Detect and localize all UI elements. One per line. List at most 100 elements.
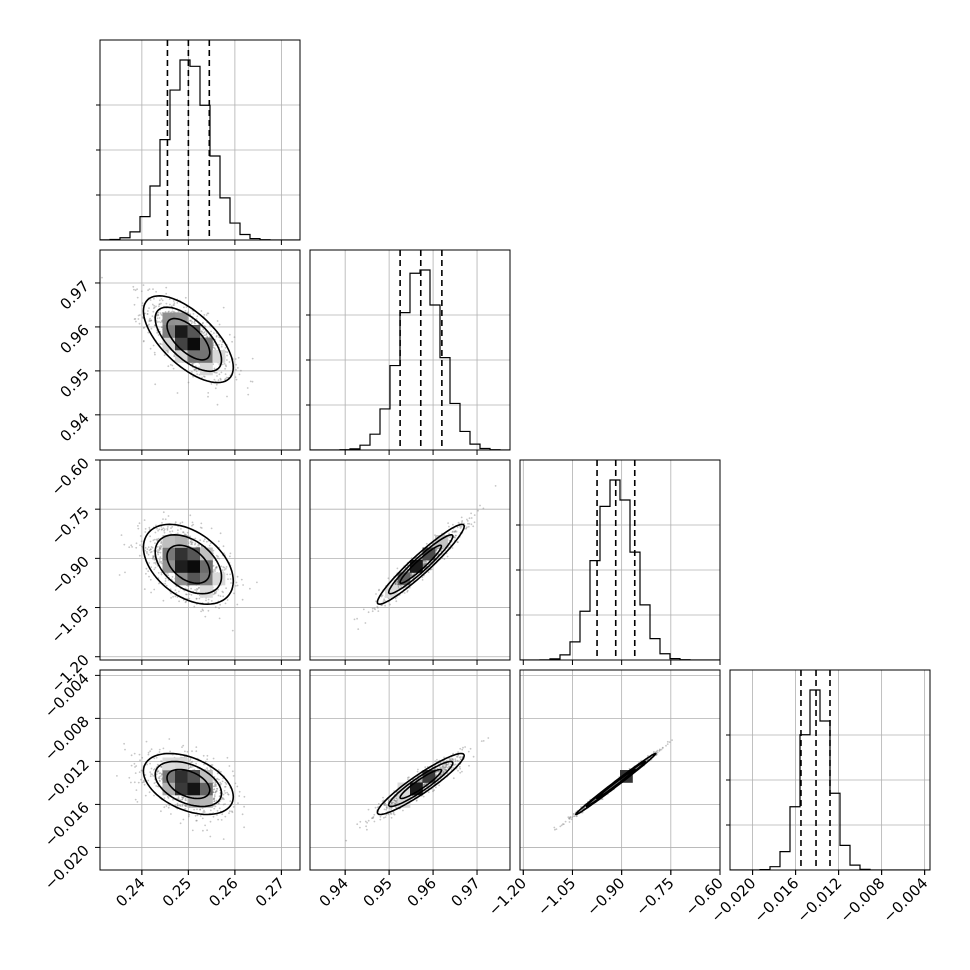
sample-point <box>421 558 423 561</box>
sample-point <box>189 320 192 322</box>
sample-point <box>422 563 425 565</box>
sample-point <box>214 783 216 786</box>
sample-point <box>173 310 175 313</box>
sample-point <box>146 550 148 553</box>
sample-point <box>218 323 221 326</box>
sample-point <box>184 310 187 312</box>
sample-point <box>212 564 215 567</box>
sample-point <box>215 383 218 386</box>
sample-point <box>157 785 160 788</box>
sample-point <box>198 597 201 600</box>
sample-point <box>443 768 446 771</box>
sample-point <box>222 793 225 796</box>
sample-point <box>215 566 217 569</box>
sample-point <box>436 767 439 770</box>
sample-point <box>222 591 225 594</box>
sample-point <box>449 544 452 546</box>
sample-point <box>235 378 238 381</box>
sample-point <box>157 785 159 788</box>
sample-point <box>222 595 225 598</box>
sample-point <box>148 549 151 552</box>
sample-point <box>134 766 136 768</box>
sample-point <box>163 797 166 799</box>
sample-point <box>160 540 163 543</box>
sample-point <box>153 562 156 564</box>
sample-point <box>229 573 232 576</box>
sample-point <box>147 310 149 312</box>
sample-point <box>224 364 227 367</box>
sample-point <box>150 566 153 569</box>
sample-point <box>393 802 396 805</box>
y-tick-label: −0.90 <box>48 552 93 597</box>
sample-point <box>157 529 160 532</box>
sample-point <box>385 806 388 809</box>
sample-point <box>181 796 183 798</box>
sample-point <box>153 297 155 300</box>
sample-point <box>457 754 459 757</box>
sample-point <box>423 564 425 567</box>
sample-point <box>140 545 143 548</box>
sample-point <box>154 561 157 564</box>
sample-point <box>161 773 163 775</box>
sample-point <box>177 310 180 313</box>
panel-frame <box>309 459 511 661</box>
sample-point <box>225 566 228 568</box>
sample-point <box>450 768 453 771</box>
sample-point <box>215 335 218 337</box>
sample-point <box>392 801 395 804</box>
density-cell <box>200 337 213 351</box>
sample-point <box>407 778 409 781</box>
contour-level <box>387 534 454 595</box>
sample-point <box>180 528 182 530</box>
scatter-panel-1-4 <box>100 670 300 870</box>
y-tick-label: −0.60 <box>48 454 93 499</box>
sample-point <box>159 342 162 345</box>
sample-point <box>156 314 158 317</box>
sample-point <box>221 780 224 783</box>
sample-point <box>209 835 212 838</box>
sample-point <box>383 802 386 805</box>
sample-point <box>227 793 230 796</box>
sample-point <box>153 324 156 327</box>
sample-point <box>576 815 578 817</box>
sample-point <box>186 750 189 753</box>
sample-point <box>149 299 152 301</box>
sample-point <box>158 305 160 308</box>
sample-point <box>195 597 198 600</box>
sample-point <box>154 542 156 544</box>
sample-point <box>151 315 154 317</box>
sample-point <box>384 604 386 607</box>
sample-point <box>181 798 184 801</box>
sample-point <box>447 766 449 769</box>
sample-point <box>223 569 226 571</box>
sample-point <box>176 804 179 807</box>
sample-point <box>233 336 236 338</box>
sample-point <box>231 340 234 343</box>
sample-point <box>243 805 246 808</box>
sample-point <box>217 588 220 591</box>
sample-point <box>212 344 215 347</box>
sample-point <box>137 781 140 784</box>
sample-point <box>442 766 444 769</box>
sample-point <box>174 804 177 807</box>
sample-point <box>214 570 217 572</box>
sample-point <box>359 820 362 823</box>
sample-point <box>395 797 398 799</box>
sample-point <box>378 588 380 591</box>
sample-point <box>201 376 203 379</box>
sample-point <box>216 814 218 816</box>
sample-point <box>155 563 157 565</box>
sample-point <box>148 575 150 578</box>
sample-point <box>251 357 254 360</box>
sample-point <box>213 347 216 349</box>
sample-point <box>241 813 244 816</box>
sample-point <box>159 546 161 549</box>
sample-point <box>402 809 404 812</box>
sample-point <box>158 772 161 775</box>
sample-point <box>184 750 186 753</box>
sample-point <box>445 766 448 769</box>
sample-point <box>356 823 359 826</box>
sample-point <box>165 286 168 289</box>
sample-point <box>169 363 172 366</box>
x-tick-label: 0.97 <box>448 874 484 910</box>
